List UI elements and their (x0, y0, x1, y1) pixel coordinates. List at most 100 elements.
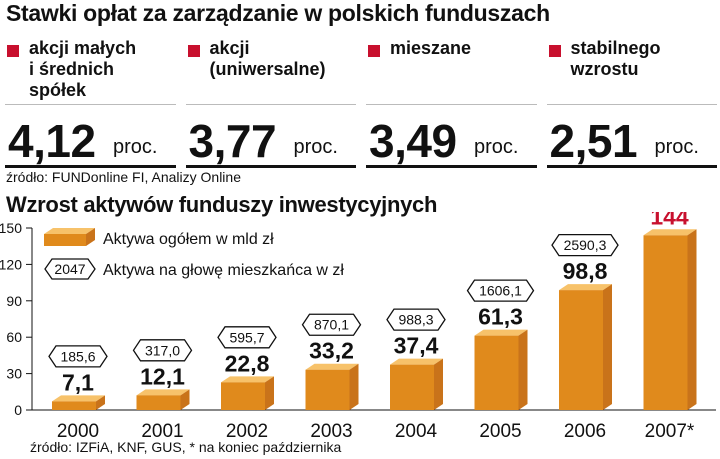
bar-value-label: 61,3 (478, 304, 523, 330)
bar (305, 363, 359, 410)
bar-side (518, 329, 528, 410)
bar-top (390, 358, 443, 365)
divider (366, 165, 537, 168)
fee-box-label: stabilnego wzrostu (571, 38, 661, 80)
accent-square-icon (7, 45, 19, 57)
fee-value: 3,77 (188, 115, 277, 167)
page-title: Stawki opłat za zarządzanie w polskich f… (6, 0, 550, 26)
y-tick-label: 60 (6, 329, 22, 345)
bar-side (180, 389, 190, 410)
per-capita-label: 595,7 (229, 329, 264, 345)
legend-bar-swatch-front (44, 234, 86, 246)
bar-front (474, 335, 519, 410)
legend-hex-value: 2047 (54, 261, 85, 277)
legend-label: Aktywa na głowę mieszkańca w zł (103, 262, 344, 279)
per-capita-label: 2590,3 (564, 237, 607, 253)
bar-value-label: 37,4 (394, 333, 439, 359)
bar-side (96, 395, 105, 410)
bar-value-label: 22,8 (225, 350, 270, 376)
y-tick-label: 90 (6, 293, 22, 309)
fee-box-label: mieszane (390, 38, 471, 59)
y-tick-label: 0 (14, 402, 22, 418)
bar-top (221, 376, 274, 383)
divider (366, 104, 537, 105)
per-capita-label: 185,6 (60, 348, 95, 364)
bar-value-label: 12,1 (140, 363, 185, 389)
bar-top (643, 229, 697, 236)
per-capita-hex (301, 313, 362, 336)
bar-front (52, 401, 96, 410)
x-tick-label: 2005 (479, 421, 521, 440)
per-capita-label: 870,1 (314, 317, 349, 333)
accent-square-icon (548, 45, 561, 57)
fee-box-label-line: wzrostu (570, 59, 639, 79)
bar-side (265, 376, 274, 410)
bar-top (136, 389, 190, 396)
fee-box-label-line: mieszane (390, 38, 472, 58)
bar-value-label: 33,2 (309, 338, 354, 364)
divider (5, 104, 176, 105)
per-capita-hex (217, 326, 277, 349)
divider (546, 104, 717, 105)
fee-unit: proc. (654, 136, 699, 158)
fee-box-label: akcji małych i średnich spółek (29, 38, 136, 101)
divider (185, 165, 356, 168)
fee-unit: proc. (293, 136, 338, 158)
source-note: źródło: IZFiA, KNF, GUS, * na koniec paź… (30, 439, 342, 455)
per-capita-hex (386, 308, 446, 331)
legend-bar-swatch-side (86, 228, 95, 246)
bar (559, 284, 612, 410)
fee-box-label-line: akcji (209, 38, 250, 58)
fee-box-label-line: akcji małych (29, 38, 137, 58)
x-tick-label: 2002 (226, 421, 268, 440)
bar-front (390, 364, 434, 410)
x-tick-label: 2001 (141, 421, 183, 440)
divider (185, 104, 356, 105)
bar (136, 389, 190, 410)
bar-side (349, 363, 359, 410)
bar-side (687, 229, 697, 410)
divider (5, 165, 176, 168)
per-capita-label: 1606,1 (479, 283, 522, 299)
bar-top (305, 363, 359, 370)
legend-label: Aktywa ogółem w mld zł (103, 231, 274, 248)
fee-box-label: akcji (uniwersalne) (210, 38, 326, 80)
fee-box-label-line: stabilnego (570, 38, 661, 58)
source-note: źródło: FUNDonline FI, Analizy Online (6, 169, 241, 185)
x-tick-label: 2004 (395, 421, 438, 440)
y-tick-label: 30 (6, 366, 22, 382)
bar-side (603, 284, 612, 410)
x-tick-label: 2003 (310, 421, 352, 440)
bar-value-label: 98,8 (563, 258, 608, 284)
fee-box: akcji małych i średnich spółek 4,12 proc… (5, 30, 176, 168)
y-tick-label: 150 (0, 220, 22, 236)
bar-value-label: 144 (650, 212, 689, 229)
per-capita-hex (551, 233, 619, 257)
fee-value: 2,51 (549, 115, 638, 167)
bar-front (643, 235, 688, 410)
fee-box-label-line: (uniwersalne) (209, 59, 326, 79)
x-tick-label: 2006 (564, 421, 606, 440)
bar-value-label: 7,1 (62, 369, 94, 395)
bar (390, 358, 443, 410)
bar-top (559, 284, 612, 291)
bar-chart: 0 30 60 90 120 150 Aktywa ogółem w mld zł 2047 A… (0, 212, 716, 440)
per-capita-label: 988,3 (398, 312, 433, 328)
x-tick-label: 2000 (57, 421, 99, 440)
fee-box: akcji (uniwersalne) 3,77 proc. (185, 30, 356, 168)
accent-square-icon (187, 45, 200, 57)
per-capita-label: 317,0 (145, 342, 180, 358)
bar-front (221, 382, 265, 410)
chart-title: Wzrost aktywów funduszy inwestycyjnych (6, 192, 438, 217)
fee-box-label-line: i średnich (29, 59, 115, 79)
per-capita-hex (466, 279, 535, 302)
legend-bar-swatch-top (44, 228, 95, 234)
legend-hex-swatch (44, 258, 96, 280)
bar (52, 395, 105, 410)
fee-box: stabilnego wzrostu 2,51 proc. (546, 30, 717, 168)
legend-bar-swatch (44, 228, 95, 246)
per-capita-hex (132, 339, 193, 362)
bar (221, 376, 274, 410)
divider (546, 165, 717, 168)
bar-side (434, 358, 443, 410)
